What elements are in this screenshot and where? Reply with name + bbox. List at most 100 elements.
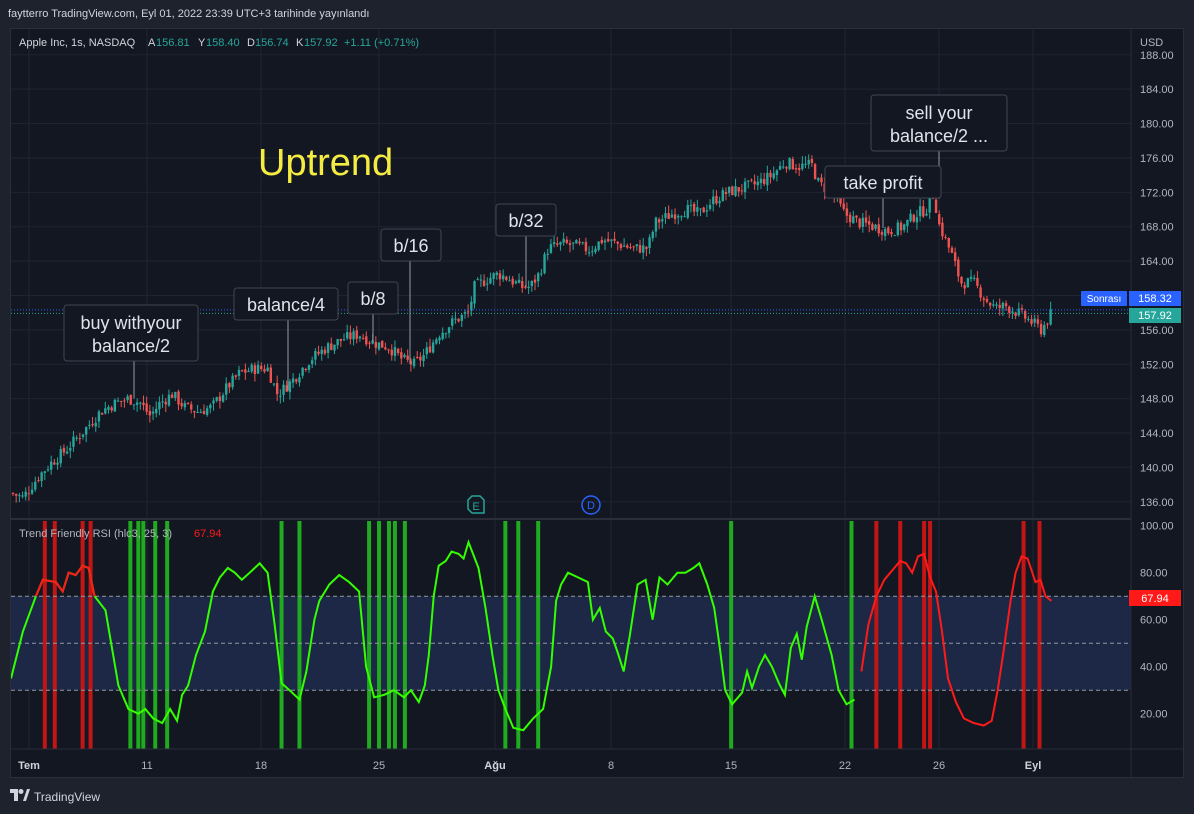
- buy-signal-band: [536, 521, 541, 749]
- candle-body: [922, 206, 925, 217]
- candle-body: [84, 427, 88, 435]
- chart-svg[interactable]: 136.00140.00144.00148.00152.00156.00160.…: [10, 29, 1183, 777]
- price-axis[interactable]: 136.00140.00144.00148.00152.00156.00160.…: [1140, 50, 1174, 509]
- candle-body: [145, 403, 148, 412]
- candle-body: [104, 408, 107, 414]
- sonrasi-label[interactable]: Sonrası: [1081, 291, 1127, 306]
- time-tick-label: 11: [141, 760, 152, 772]
- candle-body: [377, 342, 381, 350]
- candle-body: [1008, 306, 1011, 313]
- candle-body: [1030, 319, 1033, 324]
- candle-body: [1004, 303, 1008, 307]
- sell-signal-band: [80, 521, 85, 749]
- candle-body: [934, 199, 938, 214]
- earnings-marker[interactable]: E: [467, 495, 485, 514]
- candle-body: [1011, 311, 1014, 313]
- rsi-value-badge[interactable]: 67.94: [1129, 590, 1181, 606]
- candle-body: [65, 451, 69, 454]
- candle-body: [578, 241, 581, 244]
- rsi-tick-label: 100.00: [1140, 521, 1174, 533]
- candle-body: [594, 248, 597, 253]
- callout-take-profit[interactable]: take profit: [824, 165, 942, 199]
- price-tick-label: 176.00: [1140, 153, 1174, 165]
- candle-body: [272, 383, 276, 385]
- candle-body: [559, 242, 562, 245]
- candle-body: [221, 395, 225, 402]
- callout-b8[interactable]: b/8: [347, 281, 399, 315]
- candle-body: [581, 242, 584, 244]
- last-price-text: 157.92: [1138, 310, 1172, 322]
- chart-frame[interactable]: 136.00140.00144.00148.00152.00156.00160.…: [10, 28, 1184, 778]
- callout-b16[interactable]: b/16: [380, 228, 442, 262]
- candle-body: [721, 190, 724, 202]
- candle-body: [91, 423, 94, 426]
- last-price-badge[interactable]: 157.92: [1129, 308, 1181, 323]
- rsi-line[interactable]: [10, 539, 1053, 732]
- candle-body: [365, 336, 368, 345]
- candle-body: [253, 365, 257, 374]
- legend-open-value: 156.81: [156, 37, 190, 49]
- candle-body: [355, 330, 358, 339]
- candle-body: [247, 370, 250, 372]
- price-tick-label: 136.00: [1140, 497, 1174, 509]
- candle-body: [212, 400, 215, 404]
- rsi-axis[interactable]: 20.00 40.00 60.00 80.00 100.00: [1140, 521, 1174, 721]
- candle-body: [689, 205, 693, 207]
- candle-body: [549, 244, 553, 253]
- time-axis[interactable]: Tem 11 18 25 Ağu 8 15 22 26 Eyl: [18, 760, 1041, 772]
- legend-low-value: 156.74: [255, 37, 289, 49]
- candle-body: [250, 364, 253, 372]
- candle-body: [657, 219, 661, 223]
- callout-sell-line2: balance/2 ...: [890, 126, 988, 146]
- candle-body: [403, 354, 406, 358]
- candle-body: [183, 403, 187, 408]
- callout-balance4[interactable]: balance/4: [233, 287, 339, 321]
- candle-body: [256, 364, 260, 374]
- candle-body: [591, 251, 594, 253]
- candle-body: [1043, 324, 1046, 335]
- callout-b32[interactable]: b/32: [495, 203, 557, 237]
- price-tick-label: 152.00: [1140, 359, 1174, 371]
- candle-body: [988, 302, 992, 306]
- candle-body: [330, 343, 333, 350]
- time-tick-label: Tem: [18, 760, 40, 772]
- callout-buy-line2: balance/2: [92, 336, 170, 356]
- candle-body: [543, 254, 546, 274]
- candle-body: [1027, 318, 1030, 320]
- candle-body: [756, 181, 759, 186]
- candle-body: [664, 213, 667, 218]
- candle-body: [928, 196, 931, 213]
- candle-body: [552, 242, 556, 245]
- candle-body: [1046, 323, 1049, 325]
- candle-body: [317, 351, 320, 354]
- buy-signal-band: [297, 521, 302, 749]
- candle-body: [495, 272, 498, 275]
- rsi-tick-label: 60.00: [1140, 615, 1168, 627]
- time-tick-label: Eyl: [1025, 760, 1042, 772]
- buy-signal-band: [377, 521, 382, 749]
- callout-sell[interactable]: sell your balance/2 ...: [870, 94, 1008, 152]
- candle-body: [960, 276, 963, 284]
- candle-body: [648, 237, 651, 248]
- candle-body: [775, 170, 779, 176]
- dividend-marker[interactable]: D: [581, 495, 601, 515]
- candle-body: [53, 462, 56, 465]
- footer-brand[interactable]: TradingView: [10, 789, 100, 804]
- time-tick-label: 15: [725, 760, 737, 772]
- candle-body: [56, 462, 59, 465]
- buy-signal-band: [367, 521, 372, 749]
- legend-high-value: 158.40: [206, 37, 240, 49]
- publish-bar: faytterro TradingView.com, Eyl 01, 2022 …: [0, 0, 1194, 28]
- candle-body: [670, 214, 674, 218]
- candle-body: [326, 343, 330, 353]
- callout-buy[interactable]: buy withyour balance/2: [63, 304, 199, 362]
- candle-body: [635, 244, 639, 247]
- candle-body: [797, 167, 801, 171]
- sell-signal-band: [922, 521, 927, 749]
- candle-body: [855, 215, 858, 218]
- candle-body: [918, 206, 922, 217]
- candle-body: [279, 395, 282, 397]
- candle-body: [562, 238, 565, 243]
- sonrasi-value-badge[interactable]: 158.32: [1129, 291, 1181, 306]
- candle-body: [116, 400, 120, 402]
